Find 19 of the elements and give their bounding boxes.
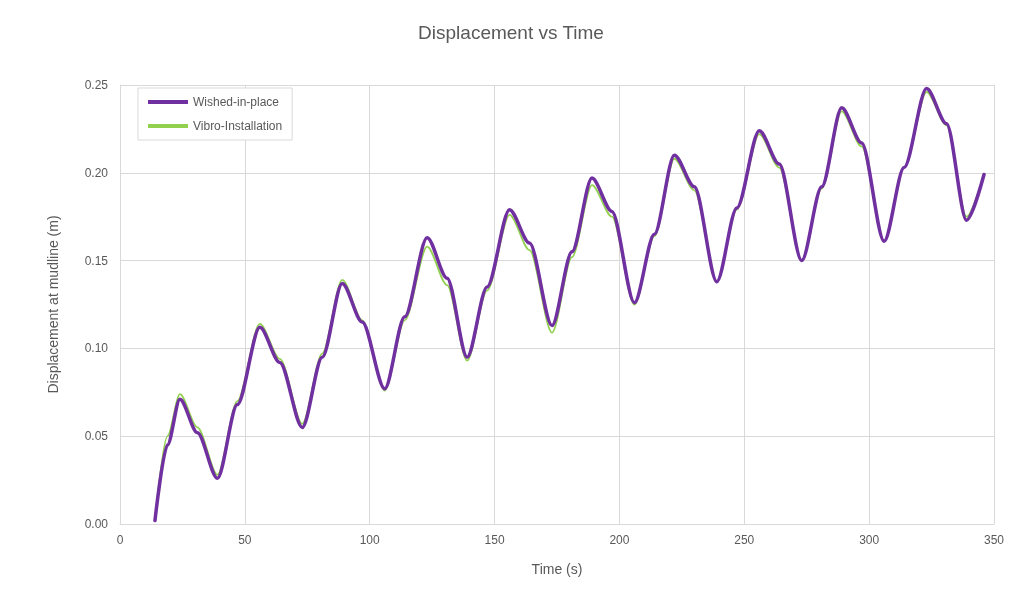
x-tick-label: 250 (734, 533, 755, 547)
legend-label: Vibro-Installation (193, 119, 283, 133)
x-tick-label: 150 (484, 533, 505, 547)
y-tick-label: 0.00 (84, 517, 109, 531)
x-tick-label: 0 (116, 533, 124, 547)
y-tick-label: 0.15 (84, 253, 109, 268)
y-tick-label: 0.10 (84, 341, 109, 356)
x-tick-label: 300 (859, 533, 880, 547)
x-axis-title: Time (s) (531, 561, 583, 577)
x-tick-label: 100 (359, 533, 381, 547)
chart-title: Displacement vs Time (418, 22, 604, 43)
x-tick-label: 200 (609, 533, 630, 547)
x-tick-label: 350 (983, 533, 1005, 547)
x-tick-label: 50 (238, 533, 252, 547)
y-tick-label: 0.05 (84, 429, 109, 444)
y-tick-label: 0.25 (84, 78, 109, 92)
y-axis-title: Displacement at mudline (m) (45, 215, 61, 394)
legend-label: Wished-in-place (193, 95, 280, 109)
y-tick-label: 0.20 (84, 165, 109, 180)
